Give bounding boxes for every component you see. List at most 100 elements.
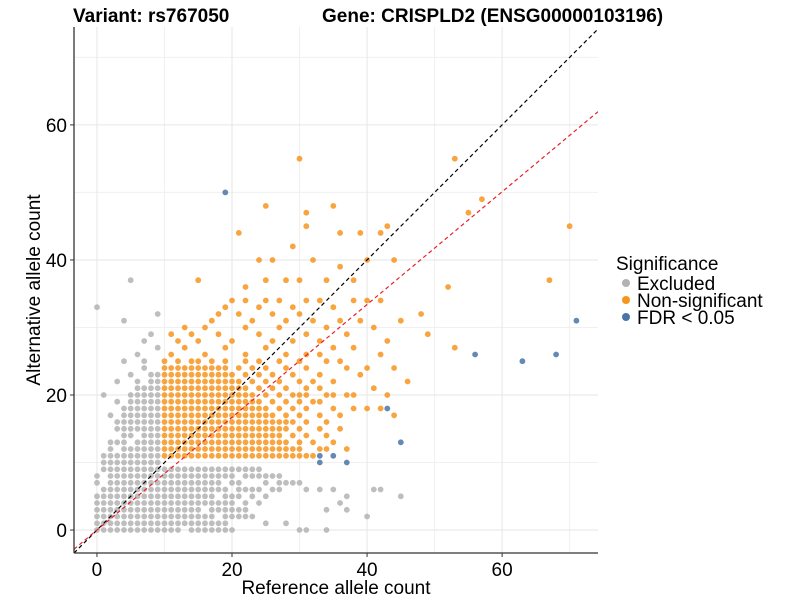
- data-point: [168, 351, 175, 358]
- data-point: [424, 331, 431, 338]
- data-point: [181, 398, 188, 405]
- data-point: [161, 405, 168, 412]
- data-point: [168, 425, 175, 432]
- data-point: [202, 452, 208, 459]
- data-point: [168, 500, 175, 506]
- data-point: [283, 351, 289, 358]
- data-point: [242, 439, 249, 446]
- data-point: [242, 398, 249, 405]
- data-point: [235, 486, 242, 493]
- data-point: [229, 297, 235, 304]
- data-point: [195, 338, 202, 344]
- data-point: [229, 527, 235, 533]
- data-point: [323, 392, 330, 398]
- data-point: [202, 405, 208, 412]
- data-point: [114, 452, 121, 459]
- data-point: [195, 358, 202, 365]
- legend-item-non-significant: Non-significant: [622, 291, 763, 312]
- data-point: [350, 392, 357, 398]
- data-point: [249, 473, 256, 479]
- reference-line-identity: [74, 28, 598, 553]
- data-point: [343, 493, 350, 500]
- data-point: [269, 432, 276, 439]
- data-point: [141, 520, 148, 527]
- data-point: [242, 297, 249, 304]
- data-point: [323, 527, 330, 533]
- data-point: [208, 371, 215, 378]
- data-point: [121, 432, 127, 439]
- data-point: [188, 358, 195, 365]
- data-point: [323, 506, 330, 513]
- data-point: [519, 358, 526, 365]
- data-point: [215, 412, 222, 419]
- data-point: [168, 412, 175, 419]
- data-point: [235, 432, 242, 439]
- data-point: [235, 378, 242, 385]
- data-point: [208, 500, 215, 506]
- data-point: [181, 432, 188, 439]
- data-point: [208, 486, 215, 493]
- data-point: [134, 419, 141, 425]
- data-point: [202, 520, 208, 527]
- data-point: [168, 385, 175, 392]
- legend-label-fdr: FDR < 0.05: [637, 308, 735, 329]
- data-point: [188, 331, 195, 338]
- data-point: [134, 466, 141, 473]
- data-point: [195, 419, 202, 425]
- data-point: [242, 513, 249, 520]
- data-point: [445, 284, 451, 290]
- data-point: [269, 419, 276, 425]
- data-point: [303, 331, 310, 338]
- data-point: [235, 513, 242, 520]
- data-point: [181, 371, 188, 378]
- data-point: [141, 493, 148, 500]
- data-point: [148, 425, 154, 432]
- data-point: [323, 432, 330, 439]
- data-point: [397, 317, 404, 324]
- data-point: [202, 479, 208, 486]
- data-point: [168, 486, 175, 493]
- data-point: [337, 358, 343, 365]
- data-point: [303, 223, 310, 230]
- data-point: [127, 466, 134, 473]
- data-point: [127, 479, 134, 486]
- legend-label-non-significant: Non-significant: [637, 291, 763, 312]
- data-point: [154, 459, 161, 466]
- data-point: [208, 432, 215, 439]
- data-point: [161, 520, 168, 527]
- data-point: [121, 405, 127, 412]
- data-point: [114, 513, 121, 520]
- data-point: [256, 419, 262, 425]
- data-point: [391, 412, 397, 419]
- data-point: [262, 203, 269, 209]
- data-point: [134, 385, 141, 392]
- data-point: [303, 297, 310, 304]
- data-point: [161, 419, 168, 425]
- data-point: [114, 425, 121, 432]
- data-point: [235, 392, 242, 398]
- data-point: [330, 405, 337, 412]
- data-point: [107, 479, 114, 486]
- data-point: [188, 452, 195, 459]
- data-point: [127, 486, 134, 493]
- data-point: [276, 324, 283, 331]
- data-point: [175, 520, 181, 527]
- data-point: [154, 446, 161, 452]
- data-point: [202, 365, 208, 371]
- data-point: [269, 311, 276, 317]
- data-point: [168, 473, 175, 479]
- data-point: [188, 378, 195, 385]
- data-point: [121, 459, 127, 466]
- data-point: [377, 230, 384, 236]
- data-point: [296, 527, 303, 533]
- data-point: [195, 432, 202, 439]
- data-point: [181, 392, 188, 398]
- data-point: [303, 432, 310, 439]
- data-point: [168, 527, 175, 533]
- data-point: [181, 446, 188, 452]
- data-point: [249, 392, 256, 398]
- data-point: [141, 338, 148, 344]
- data-point: [107, 486, 114, 493]
- data-point: [202, 500, 208, 506]
- data-point: [134, 500, 141, 506]
